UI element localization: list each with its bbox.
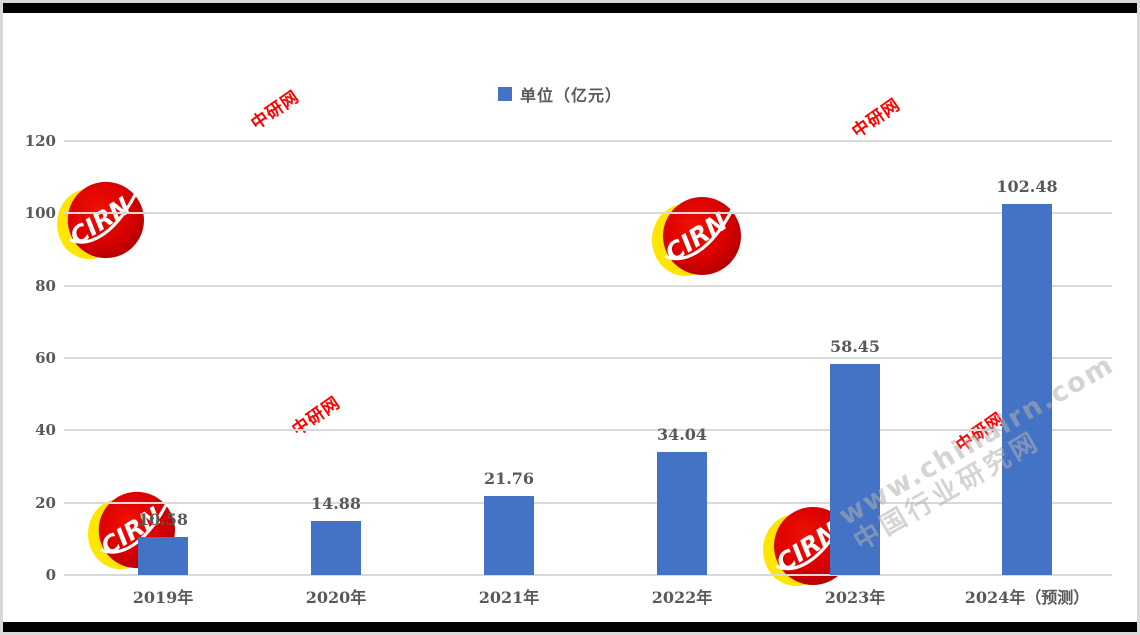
y-axis-tick-label: 100 xyxy=(24,204,56,223)
cirn-logo-icon: CIRN xyxy=(87,491,175,570)
cirn-logo-watermark: CIRN xyxy=(87,487,175,575)
bar xyxy=(657,451,707,575)
gridline xyxy=(64,284,1112,287)
x-axis-category-label: 2020年 xyxy=(305,588,367,607)
bar xyxy=(138,536,188,575)
x-axis-category-label: 2021年 xyxy=(478,588,540,607)
cirn-logo-watermark: CIRN xyxy=(651,192,741,282)
x-axis-category-label: 2019年 xyxy=(132,588,194,607)
bar xyxy=(830,363,880,575)
bar xyxy=(311,521,361,575)
y-axis-tick-label: 20 xyxy=(35,493,56,512)
bottom-black-bar xyxy=(3,622,1137,632)
red-stamp-watermark: 中研网 xyxy=(848,94,905,143)
gridline xyxy=(64,357,1112,359)
legend-swatch-icon xyxy=(498,87,512,101)
site-url-line2: 中国行业研究网 xyxy=(848,425,1046,557)
gridline xyxy=(64,574,1112,576)
bar-value-label: 58.45 xyxy=(829,336,881,356)
y-axis-tick-label: 60 xyxy=(35,349,56,367)
legend-label: 单位（亿元） xyxy=(520,86,623,105)
cirn-logo-watermark: CIRN xyxy=(56,177,144,265)
bar xyxy=(1002,204,1052,575)
bar-value-label: 10.58 xyxy=(137,509,189,529)
bar-value-label: 34.04 xyxy=(656,424,708,444)
legend: 单位（亿元） xyxy=(498,82,622,106)
red-stamp-watermark: 中研网 xyxy=(288,392,345,441)
gridline xyxy=(64,212,1112,215)
red-stamp-watermark: 中研网 xyxy=(247,86,304,135)
cirn-logo-icon: CIRN xyxy=(652,197,741,276)
y-axis-tick-label: 0 xyxy=(45,566,56,584)
bar-value-label: 21.76 xyxy=(483,469,535,489)
gridline xyxy=(64,501,1112,504)
cirn-logo-icon: CIRN xyxy=(56,181,144,260)
y-axis-tick-label: 40 xyxy=(35,421,56,440)
y-axis-tick-label: 80 xyxy=(35,276,56,295)
bar xyxy=(484,496,534,575)
y-axis-tick-label: 120 xyxy=(24,132,56,150)
x-axis-category-label: 2023年 xyxy=(824,588,886,607)
top-black-bar xyxy=(3,3,1137,13)
bar-value-label: 14.88 xyxy=(310,494,362,514)
x-axis-category-label: 2024年（预测） xyxy=(964,588,1090,607)
gridline xyxy=(64,140,1112,142)
x-axis-category-label: 2022年 xyxy=(651,588,713,607)
bar-value-label: 102.48 xyxy=(996,177,1058,197)
gridline xyxy=(64,429,1112,432)
